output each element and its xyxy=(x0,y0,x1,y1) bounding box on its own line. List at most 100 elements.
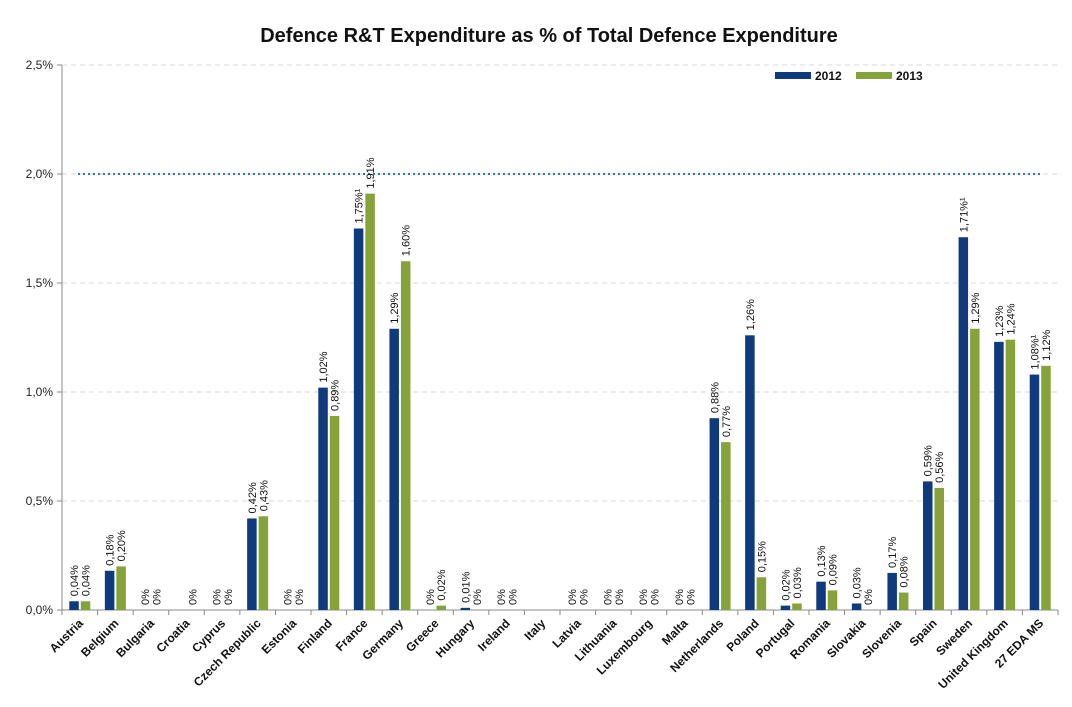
x-tick-label: Italy xyxy=(521,616,548,643)
data-label-2013: 0,89% xyxy=(330,380,342,411)
x-tick-label: Latvia xyxy=(549,616,584,651)
data-label-2012: 1,75%¹ xyxy=(354,188,366,223)
data-label-2012: 0% xyxy=(567,589,579,605)
x-tick-label: Finland xyxy=(295,616,335,656)
bar-2012 xyxy=(887,572,897,610)
y-tick-label: 2,5% xyxy=(26,58,54,72)
data-label-2013: 0,02% xyxy=(436,569,448,600)
data-label-2013: 0,43% xyxy=(258,480,270,511)
bar-2013 xyxy=(827,590,838,610)
y-tick-label: 0,5% xyxy=(26,494,54,508)
data-label-2012: 0% xyxy=(674,589,686,605)
data-label-2012: 0,18% xyxy=(105,534,117,565)
data-label-2012: 0,03% xyxy=(852,567,864,598)
data-label-2013: 1,91% xyxy=(365,157,377,188)
data-label-2012: 0,59% xyxy=(923,445,935,476)
data-label-2013: 1,60% xyxy=(401,225,413,256)
bar-2012 xyxy=(69,601,79,610)
data-label-2012: 1,08%¹ xyxy=(1029,334,1041,369)
x-tick-label: Slovenia xyxy=(859,616,904,661)
data-label-2013: 1,29% xyxy=(970,292,982,323)
data-label-2012: 0,01% xyxy=(460,571,472,602)
bar-2013 xyxy=(756,577,767,610)
bars xyxy=(69,193,1051,610)
x-tick-label: Czech Republic xyxy=(191,616,264,689)
x-tick-label: Malta xyxy=(659,616,691,648)
data-label-2012: 1,02% xyxy=(318,351,330,382)
data-label-2013: 0,77% xyxy=(721,406,733,437)
bar-2012 xyxy=(745,335,755,610)
data-label-2013: 0,08% xyxy=(899,556,911,587)
bar-2013 xyxy=(792,603,802,610)
y-tick-label: 2,0% xyxy=(26,167,54,181)
y-tick-label: 1,0% xyxy=(26,385,54,399)
data-label-2012: 0% xyxy=(496,589,508,605)
data-label-2012: 0,02% xyxy=(780,569,792,600)
data-label-2012: 0,88% xyxy=(709,382,721,413)
y-tick-label: 1,5% xyxy=(26,276,54,290)
data-label-2013: 0% xyxy=(507,589,519,605)
data-label-2013: 0% xyxy=(223,589,235,605)
bar-2012 xyxy=(780,605,791,610)
data-label-2012: 0% xyxy=(603,589,615,605)
bar-2013 xyxy=(436,605,446,610)
data-label-2012: 0% xyxy=(282,589,294,605)
x-tick-label: Hungary xyxy=(433,616,478,661)
x-tick-label: Croatia xyxy=(153,616,192,655)
data-label-2013: 0% xyxy=(685,589,697,605)
bar-2013 xyxy=(1005,339,1016,610)
chart-title: Defence R&T Expenditure as % of Total De… xyxy=(260,25,838,47)
bar-2013 xyxy=(970,328,980,610)
data-label-2013: 0% xyxy=(650,589,662,605)
data-label-2012: 0% xyxy=(211,589,223,605)
data-label-2012: 1,29% xyxy=(389,292,401,323)
bar-2012 xyxy=(958,237,969,610)
data-label-2013: 0,15% xyxy=(756,541,768,572)
data-label-2013: 0,04% xyxy=(81,565,93,596)
bar-2013 xyxy=(1041,365,1051,610)
data-label-2012: 1,23% xyxy=(994,305,1006,336)
data-label-2012: 0% xyxy=(638,589,650,605)
x-tick-label: Bulgaria xyxy=(113,616,157,660)
data-label-2012: 0,42% xyxy=(247,482,259,513)
bar-2012 xyxy=(923,481,933,610)
data-label-2012: 0% xyxy=(140,589,152,605)
bar-2013 xyxy=(329,415,340,610)
data-label-2013: 0% xyxy=(152,589,164,605)
data-label-2013: 0,56% xyxy=(934,452,946,483)
data-label-2013: 1,12% xyxy=(1041,329,1053,360)
bar-2012 xyxy=(709,418,720,610)
data-label-2012: 0% xyxy=(425,589,437,605)
data-label-2013: 0,20% xyxy=(116,530,128,561)
data-label-2013: 1,24% xyxy=(1005,303,1017,334)
data-labels: 0,04% 0,04%0,18% 0,20%0% 0% 0% 0% 0%0,42% 0,43%… xyxy=(69,157,1053,605)
x-tick-label: Estonia xyxy=(259,616,300,657)
y-axis-ticks: 0,0% 0,5% 1,0% 1,5% 2,0% 2,5% xyxy=(26,58,54,617)
bar-2012 xyxy=(389,328,399,610)
legend-label-2012: 2012 xyxy=(815,69,842,83)
bar-2012 xyxy=(247,518,257,610)
data-label-2012: 0,04% xyxy=(69,565,81,596)
legend: 2012 2013 xyxy=(775,69,923,83)
legend-label-2013: 2013 xyxy=(896,69,923,83)
data-label-2013: 0% xyxy=(187,589,199,605)
bar-2013 xyxy=(258,516,269,610)
legend-swatch-2013 xyxy=(856,72,892,79)
x-tick-label: Spain xyxy=(907,616,940,649)
grid-lines xyxy=(57,64,1059,615)
x-axis-ticks: AustriaBelgiumBulgariaCroatiaCyprusCzech… xyxy=(47,616,1047,692)
data-label-2013: 0% xyxy=(472,589,484,605)
data-label-2013: 0,03% xyxy=(792,567,804,598)
x-tick-label: Ireland xyxy=(475,616,513,654)
data-label-2013: 0,09% xyxy=(828,554,840,585)
bar-2012 xyxy=(851,603,862,610)
data-label-2013: 0% xyxy=(579,589,591,605)
y-tick-label: 0,0% xyxy=(26,603,54,617)
legend-swatch-2012 xyxy=(775,72,811,79)
data-label-2012: 0,17% xyxy=(887,537,899,568)
bar-2012 xyxy=(816,581,826,610)
bar-2013 xyxy=(365,193,375,610)
bar-2012 xyxy=(1029,374,1040,610)
bar-2013 xyxy=(116,566,126,610)
